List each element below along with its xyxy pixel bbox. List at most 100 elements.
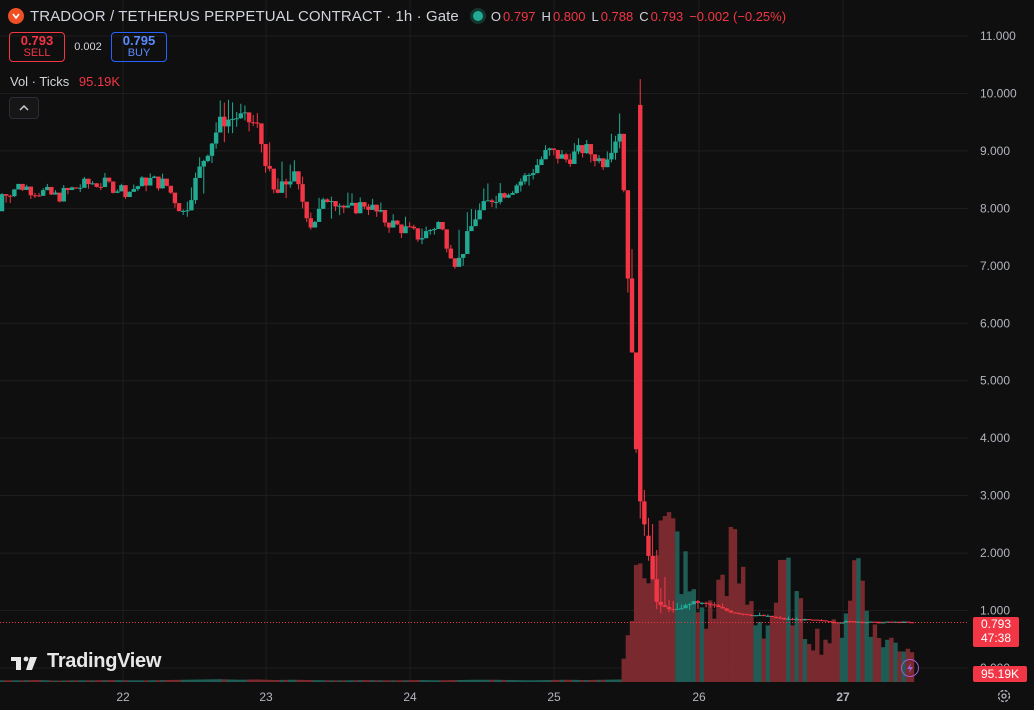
volume-bar xyxy=(209,679,215,682)
candle-body xyxy=(806,619,812,621)
volume-bar xyxy=(312,680,318,682)
tradingview-logo-icon xyxy=(11,656,37,670)
volume-bar xyxy=(353,680,359,682)
volume-bar xyxy=(349,680,355,682)
volume-bar xyxy=(345,680,351,682)
volume-bar xyxy=(843,613,849,682)
volume-bar xyxy=(819,654,824,682)
candle-body xyxy=(382,210,388,223)
volume-bar xyxy=(609,679,614,682)
volume-bar xyxy=(530,680,536,682)
y-axis-tick-label: 7.000 xyxy=(980,259,1010,273)
time-scale[interactable]: 22 23 24 25 26 27 xyxy=(116,690,850,704)
volume-bar xyxy=(259,679,264,682)
volume-bar xyxy=(502,679,507,682)
volume-bar xyxy=(156,680,161,682)
candle-body xyxy=(687,604,692,606)
candle-body xyxy=(514,185,519,194)
volume-bar xyxy=(288,679,293,682)
volume-bar xyxy=(131,680,136,682)
volume-bar xyxy=(452,680,458,682)
volume-bar xyxy=(753,625,758,682)
volume-scale-tag: 95.19K xyxy=(973,666,1027,682)
volume-bar xyxy=(176,679,182,682)
volume-bar xyxy=(362,680,367,682)
candle-body xyxy=(185,210,190,212)
candle-body xyxy=(588,144,594,155)
volume-bar xyxy=(255,679,260,682)
candle-body xyxy=(255,122,260,124)
candle-body xyxy=(333,201,338,207)
candle-body xyxy=(415,228,421,240)
candle-body xyxy=(69,187,75,191)
candle-body xyxy=(658,601,664,606)
candle-body xyxy=(106,177,112,182)
volume-bar xyxy=(444,680,449,682)
volume-legend[interactable]: Vol · Ticks 95.19K xyxy=(10,74,120,89)
volume-bar xyxy=(250,679,256,682)
volume-bar xyxy=(617,679,622,682)
volume-bar xyxy=(358,680,363,682)
candle-body xyxy=(670,609,676,611)
volume-bar xyxy=(279,679,285,682)
volume-bar xyxy=(708,600,713,682)
volume-bar xyxy=(646,583,651,682)
volume-bar xyxy=(123,680,128,682)
flash-icon[interactable] xyxy=(901,659,919,677)
price-scale[interactable]: 11.000 10.000 9.000 8.000 7.000 6.000 5.000 4.0… xyxy=(980,29,1017,675)
candle-body xyxy=(650,555,655,580)
volume-bar xyxy=(218,679,223,682)
volume-bar xyxy=(761,638,766,682)
volume-bar xyxy=(366,680,371,682)
volume-bar xyxy=(872,624,878,682)
candle-body xyxy=(86,178,91,184)
volume-bar xyxy=(625,635,631,682)
volume-bar xyxy=(152,680,157,682)
candle-body xyxy=(36,195,42,197)
volume-bar xyxy=(185,679,190,682)
candle-body xyxy=(386,222,392,228)
last-price-tag: 0.793 47:38 xyxy=(973,617,1019,647)
x-axis-tick-label: 22 xyxy=(116,690,130,704)
close-label: C xyxy=(639,8,649,24)
candle-body xyxy=(263,144,268,166)
tradingview-logo[interactable]: TradingView xyxy=(11,650,161,673)
candle-body xyxy=(864,622,869,624)
volume-bar xyxy=(407,680,412,682)
candle-body xyxy=(259,123,264,145)
collapse-legend-button[interactable] xyxy=(9,97,39,119)
candle-body xyxy=(209,143,215,156)
candle-body xyxy=(720,607,725,609)
candle-body xyxy=(395,220,400,225)
volume-bar xyxy=(526,680,532,682)
volume-bar xyxy=(119,680,124,682)
candle-body xyxy=(810,619,816,621)
sell-button[interactable]: 0.793 SELL xyxy=(9,32,65,62)
candle-body xyxy=(893,621,898,623)
candle-body xyxy=(621,133,626,191)
gear-icon[interactable] xyxy=(996,688,1012,704)
volume-bar xyxy=(493,679,499,682)
volume-bar xyxy=(374,680,379,682)
candle-body xyxy=(625,190,631,279)
candle-body xyxy=(848,621,853,623)
candle-body xyxy=(399,224,404,234)
candle-body xyxy=(45,186,50,191)
candle-body xyxy=(308,218,314,228)
volume-bar xyxy=(679,594,684,682)
volume-bar xyxy=(880,647,886,682)
volume-bar xyxy=(110,680,116,682)
volume-bar xyxy=(213,679,219,682)
volume-bar xyxy=(143,680,149,682)
volume-bar xyxy=(539,680,544,682)
volume-bar xyxy=(699,607,705,682)
candle-body xyxy=(279,181,285,193)
volume-bar xyxy=(773,602,779,682)
candle-body xyxy=(316,208,322,222)
buy-button[interactable]: 0.795 BUY xyxy=(111,32,167,62)
symbol-title[interactable]: TRADOOR / TETHERUS PERPETUAL CONTRACT · … xyxy=(30,7,459,25)
candle-body xyxy=(526,174,532,176)
candle-body xyxy=(407,226,412,228)
volume-bar xyxy=(510,680,515,682)
